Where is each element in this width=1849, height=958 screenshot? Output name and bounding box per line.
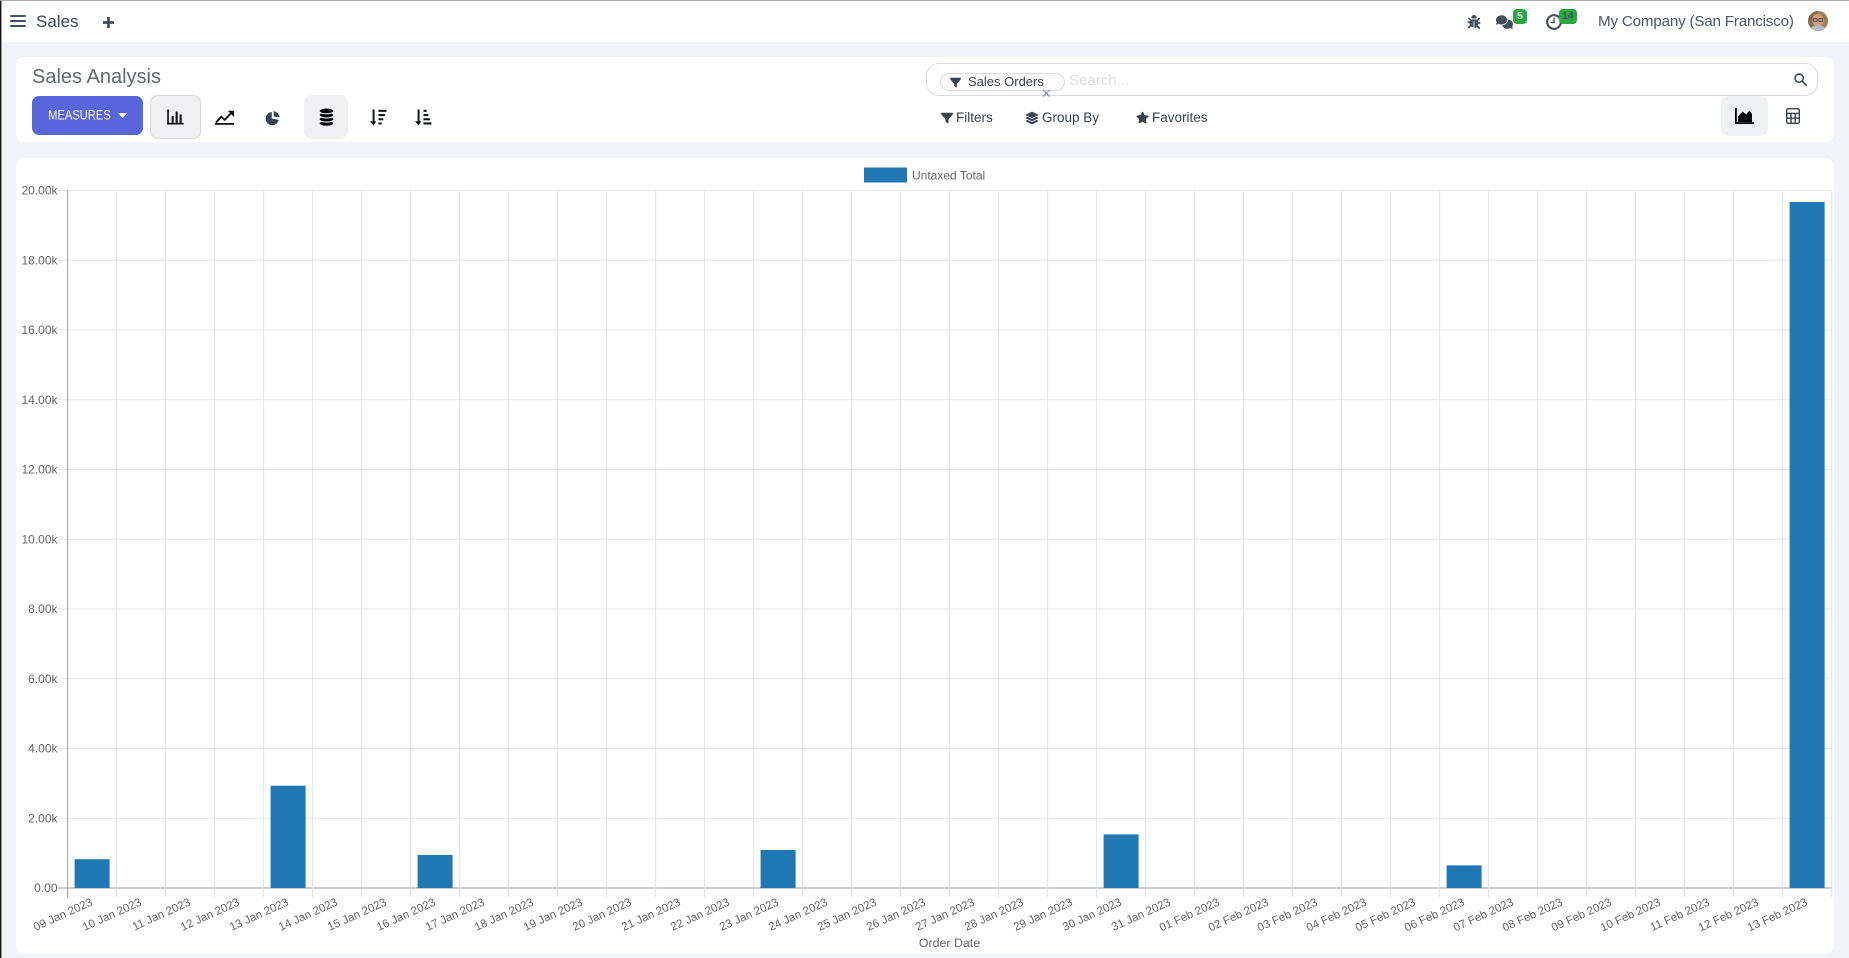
svg-text:18.00k: 18.00k: [21, 253, 58, 267]
svg-text:16.00k: 16.00k: [21, 323, 58, 337]
svg-text:4.00k: 4.00k: [28, 742, 58, 756]
svg-text:Order Date: Order Date: [919, 936, 980, 950]
svg-text:20.00k: 20.00k: [21, 184, 58, 198]
svg-text:0.00: 0.00: [34, 881, 58, 895]
svg-text:Untaxed Total: Untaxed Total: [912, 169, 985, 183]
svg-text:14.00k: 14.00k: [21, 393, 58, 407]
svg-text:12.00k: 12.00k: [21, 463, 58, 477]
svg-text:2.00k: 2.00k: [28, 811, 58, 825]
svg-text:10.00k: 10.00k: [21, 532, 58, 546]
svg-text:8.00k: 8.00k: [28, 602, 58, 616]
svg-text:6.00k: 6.00k: [28, 672, 58, 686]
